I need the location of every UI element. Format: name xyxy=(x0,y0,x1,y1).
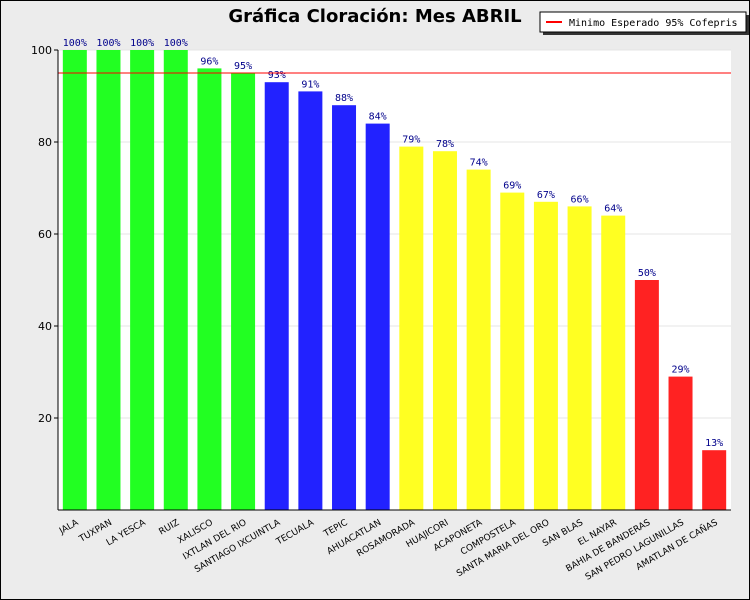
data-label: 100% xyxy=(130,38,154,49)
bar xyxy=(432,151,457,510)
y-tick-label: 60 xyxy=(38,228,52,241)
bar xyxy=(197,68,222,511)
bar xyxy=(96,50,121,510)
bar xyxy=(130,50,155,510)
y-tick-label: 20 xyxy=(38,412,52,425)
data-label: 100% xyxy=(96,38,120,49)
bar xyxy=(332,105,357,510)
bar xyxy=(702,450,727,510)
y-tick-label: 40 xyxy=(38,320,52,333)
bar xyxy=(62,50,87,510)
data-label: 67% xyxy=(537,190,555,201)
bar xyxy=(264,82,289,510)
legend-box xyxy=(539,11,747,33)
bar xyxy=(399,146,424,510)
bar xyxy=(567,206,592,510)
data-label: 79% xyxy=(402,135,420,146)
data-label: 29% xyxy=(671,365,689,376)
data-label: 88% xyxy=(335,93,353,104)
x-tick-label: RUIZ xyxy=(158,518,182,537)
data-label: 96% xyxy=(200,56,218,67)
data-label: 13% xyxy=(705,438,723,449)
data-label: 74% xyxy=(470,158,488,169)
data-label: 50% xyxy=(638,268,656,279)
y-tick-label: 80 xyxy=(38,136,52,149)
x-tick-label: TECUALA xyxy=(274,518,317,548)
chart-title: Gráfica Cloración: Mes ABRIL xyxy=(228,6,521,27)
data-label: 95% xyxy=(234,61,252,72)
bar xyxy=(668,376,693,510)
data-label: 78% xyxy=(436,139,454,150)
legend-label: Minimo Esperado 95% Cofepris xyxy=(569,18,738,29)
bar xyxy=(466,169,491,510)
bar xyxy=(500,192,525,510)
data-label: 64% xyxy=(604,204,622,215)
y-tick-label: 100 xyxy=(31,44,52,57)
data-label: 100% xyxy=(63,38,87,49)
legend: Minimo Esperado 95% Cofepris xyxy=(539,11,749,35)
data-label: 66% xyxy=(571,194,589,205)
bar xyxy=(163,50,188,510)
bar xyxy=(533,201,558,511)
x-tick-label: JALA xyxy=(57,518,81,538)
bar xyxy=(634,280,659,510)
plot-area xyxy=(58,50,731,510)
data-label: 100% xyxy=(164,38,188,49)
data-label: 84% xyxy=(369,112,387,123)
bar xyxy=(231,73,256,510)
data-label: 69% xyxy=(503,181,521,192)
bar xyxy=(298,91,323,511)
bar xyxy=(365,123,390,510)
bar xyxy=(601,215,626,510)
data-label: 93% xyxy=(268,70,286,81)
data-label: 91% xyxy=(301,79,319,90)
